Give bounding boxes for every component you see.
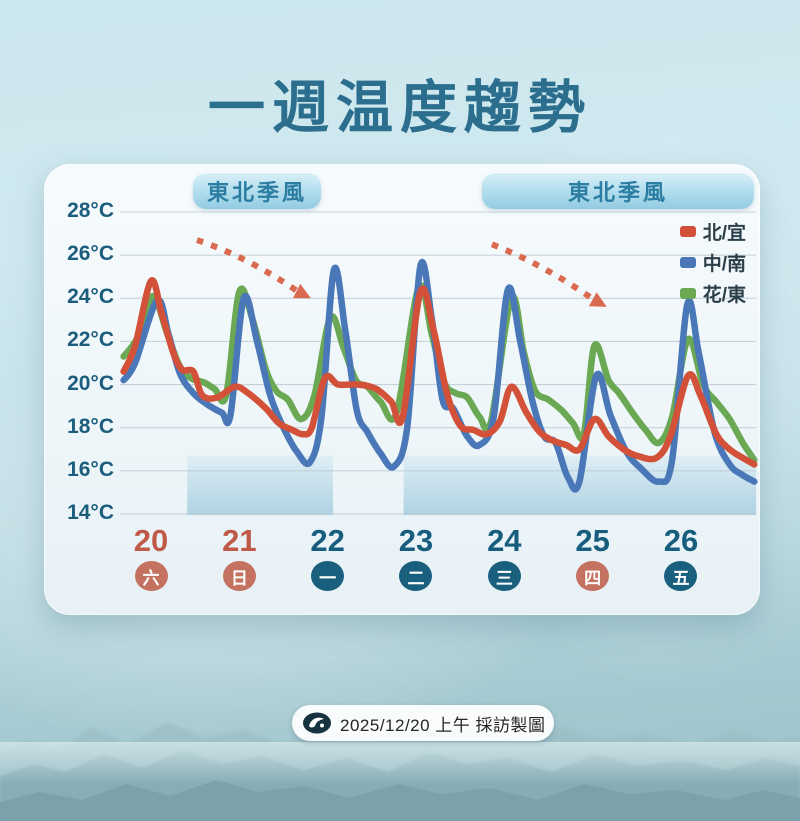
footer-timestamp: 2025/12/20 上午 採訪製圖 <box>340 715 546 735</box>
cooling-arrow-2-head <box>588 292 607 307</box>
chart-legend: 北/宜中/南花/東 <box>679 216 746 309</box>
day-date-label: 20 <box>133 523 169 558</box>
day-date-label: 22 <box>310 523 345 558</box>
legend-item: 中/南 <box>679 247 746 278</box>
weekday-badge: 三 <box>487 561 521 591</box>
series-line-北/宜 <box>120 277 758 468</box>
day-column: 24 三 <box>460 525 548 591</box>
day-column: 20 六 <box>107 525 195 591</box>
legend-item: 花/東 <box>679 278 746 309</box>
weekday-badge: 五 <box>664 561 698 591</box>
day-date-label: 25 <box>575 523 610 558</box>
y-tick-label: 28°C <box>67 199 114 222</box>
day-column: 21 日 <box>195 525 283 591</box>
monsoon-badge-1: 東北季風 <box>193 172 321 209</box>
legend-swatch-icon <box>679 226 696 237</box>
y-tick-label: 18°C <box>67 414 114 438</box>
y-tick-label: 14°C <box>67 500 114 524</box>
cooling-arrow-1-head <box>292 283 311 299</box>
legend-label: 中/南 <box>702 254 746 275</box>
temperature-line-chart <box>120 211 758 516</box>
cooling-arrow-1 <box>195 237 301 295</box>
y-tick-label: 24°C <box>67 285 114 309</box>
day-column: 26 五 <box>637 525 725 591</box>
footer-credit: 2025/12/20 上午 採訪製圖 <box>292 705 554 741</box>
broadcaster-logo-icon <box>303 712 331 734</box>
y-tick-label: 26°C <box>67 242 114 266</box>
day-column: 25 四 <box>549 525 637 591</box>
page-title: 一週温度趨勢 <box>208 76 592 140</box>
y-tick-label: 20°C <box>67 371 114 395</box>
monsoon-badge-2: 東北季風 <box>482 172 754 209</box>
day-date-label: 26 <box>663 523 699 558</box>
legend-swatch-icon <box>679 288 696 299</box>
day-date-label: 21 <box>222 523 257 558</box>
weekday-badge: 二 <box>399 561 433 591</box>
legend-swatch-icon <box>679 257 696 268</box>
legend-item: 北/宜 <box>679 216 746 247</box>
y-tick-label: 22°C <box>67 328 114 352</box>
weekday-badge: 六 <box>134 561 168 591</box>
weekday-badge: 日 <box>222 561 256 591</box>
day-column: 23 二 <box>372 525 460 591</box>
legend-label: 花/東 <box>702 285 746 306</box>
day-column: 22 一 <box>284 525 372 591</box>
day-date-label: 23 <box>398 523 434 558</box>
weekday-badge: 一 <box>311 561 345 591</box>
day-date-label: 24 <box>487 523 522 558</box>
legend-label: 北/宜 <box>702 223 746 244</box>
chart-card: 東北季風 東北季風 28°C 26°C 24°C 22°C 20°C 18°C 16°C 14… <box>44 164 760 615</box>
misty-mountains-decoration <box>0 722 800 821</box>
y-tick-label: 16°C <box>67 457 114 481</box>
weekday-badge: 四 <box>576 561 610 591</box>
